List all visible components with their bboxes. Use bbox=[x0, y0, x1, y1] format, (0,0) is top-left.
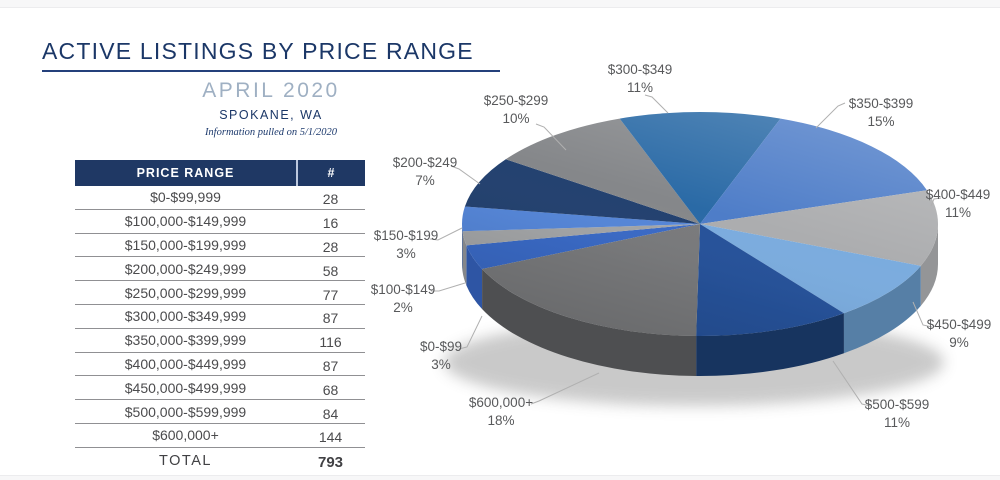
leader-line bbox=[930, 197, 942, 207]
count-cell: 84 bbox=[322, 405, 339, 422]
leader-line bbox=[458, 315, 483, 350]
col-header-price-range: PRICE RANGE bbox=[136, 166, 235, 180]
count-cell: 77 bbox=[322, 286, 339, 303]
table-row: $450,000-$499,999 68 bbox=[75, 376, 365, 401]
table-row: $500,000-$599,999 84 bbox=[75, 400, 365, 424]
count-cell: 28 bbox=[322, 191, 339, 208]
leader-line bbox=[431, 282, 466, 292]
count-cell: 16 bbox=[322, 215, 339, 232]
subtitle-location: SPOKANE, WA bbox=[219, 108, 323, 122]
table-row: $400,000-$449,999 87 bbox=[75, 353, 365, 377]
pie-leader-lines bbox=[429, 94, 942, 407]
price-range-cell: $500,000-$599,999 bbox=[124, 403, 247, 420]
table-row: $600,000+ 144 bbox=[75, 424, 365, 448]
total-label: TOTAL bbox=[159, 452, 212, 469]
leader-line bbox=[450, 165, 481, 185]
count-cell: 58 bbox=[322, 262, 339, 279]
data-pulled-note: Information pulled on 5/1/2020 bbox=[204, 127, 338, 138]
price-table-body: $0-$99,999 28 $100,000-$149,999 16 $150,000-… bbox=[75, 186, 365, 448]
leader-line bbox=[429, 227, 463, 241]
count-cell: 87 bbox=[322, 357, 339, 374]
pie-slice-side bbox=[462, 224, 463, 272]
table-row: $200,000-$249,999 58 bbox=[75, 257, 365, 282]
page-title: ACTIVE LISTINGS BY PRICE RANGE bbox=[42, 38, 500, 72]
price-range-cell: $600,000+ bbox=[152, 427, 219, 444]
pie-top-slices bbox=[461, 111, 939, 337]
bottom-edge-band bbox=[0, 475, 1000, 480]
price-range-cell: $250,000-$299,999 bbox=[124, 284, 247, 301]
table-row: $300,000-$349,999 87 bbox=[75, 305, 365, 329]
price-range-cell: $450,000-$499,999 bbox=[124, 379, 247, 396]
table-row: $150,000-$199,999 28 bbox=[75, 234, 365, 258]
pie-slice-side bbox=[482, 269, 697, 376]
top-edge-band bbox=[0, 0, 1000, 8]
table-row: $350,000-$399,999 116 bbox=[75, 329, 365, 353]
leader-line bbox=[832, 360, 871, 407]
subtitle-month: APRIL 2020 bbox=[202, 79, 340, 102]
count-cell: 116 bbox=[319, 334, 342, 351]
leader-line bbox=[912, 301, 933, 328]
price-range-cell: $350,000-$399,999 bbox=[124, 332, 247, 349]
price-range-cell: $150,000-$199,999 bbox=[124, 236, 247, 253]
table-total-row: TOTAL 793 bbox=[75, 448, 365, 474]
price-range-cell: $300,000-$349,999 bbox=[124, 308, 247, 325]
table-row: $0-$99,999 28 bbox=[75, 186, 365, 210]
total-value: 793 bbox=[317, 454, 344, 472]
leader-line bbox=[535, 123, 567, 151]
table-row: $100,000-$149,999 16 bbox=[75, 210, 365, 234]
price-table: PRICE RANGE # $0-$99,999 28 $100,000-$149,… bbox=[75, 160, 365, 474]
count-cell: 144 bbox=[318, 429, 343, 446]
count-cell: 87 bbox=[322, 310, 339, 327]
leader-line bbox=[644, 94, 669, 114]
count-cell: 28 bbox=[322, 238, 339, 255]
col-header-count: # bbox=[296, 160, 365, 186]
leader-line bbox=[530, 372, 600, 405]
price-range-cell: $0-$99,999 bbox=[150, 189, 221, 206]
leader-line bbox=[815, 102, 846, 129]
table-row: $250,000-$299,999 77 bbox=[75, 281, 365, 305]
price-range-cell: $400,000-$449,999 bbox=[124, 355, 247, 372]
price-table-header-row: PRICE RANGE # bbox=[75, 160, 365, 186]
price-range-cell: $100,000-$149,999 bbox=[124, 213, 247, 230]
price-range-cell: $200,000-$249,999 bbox=[124, 260, 247, 277]
count-cell: 68 bbox=[322, 381, 339, 398]
